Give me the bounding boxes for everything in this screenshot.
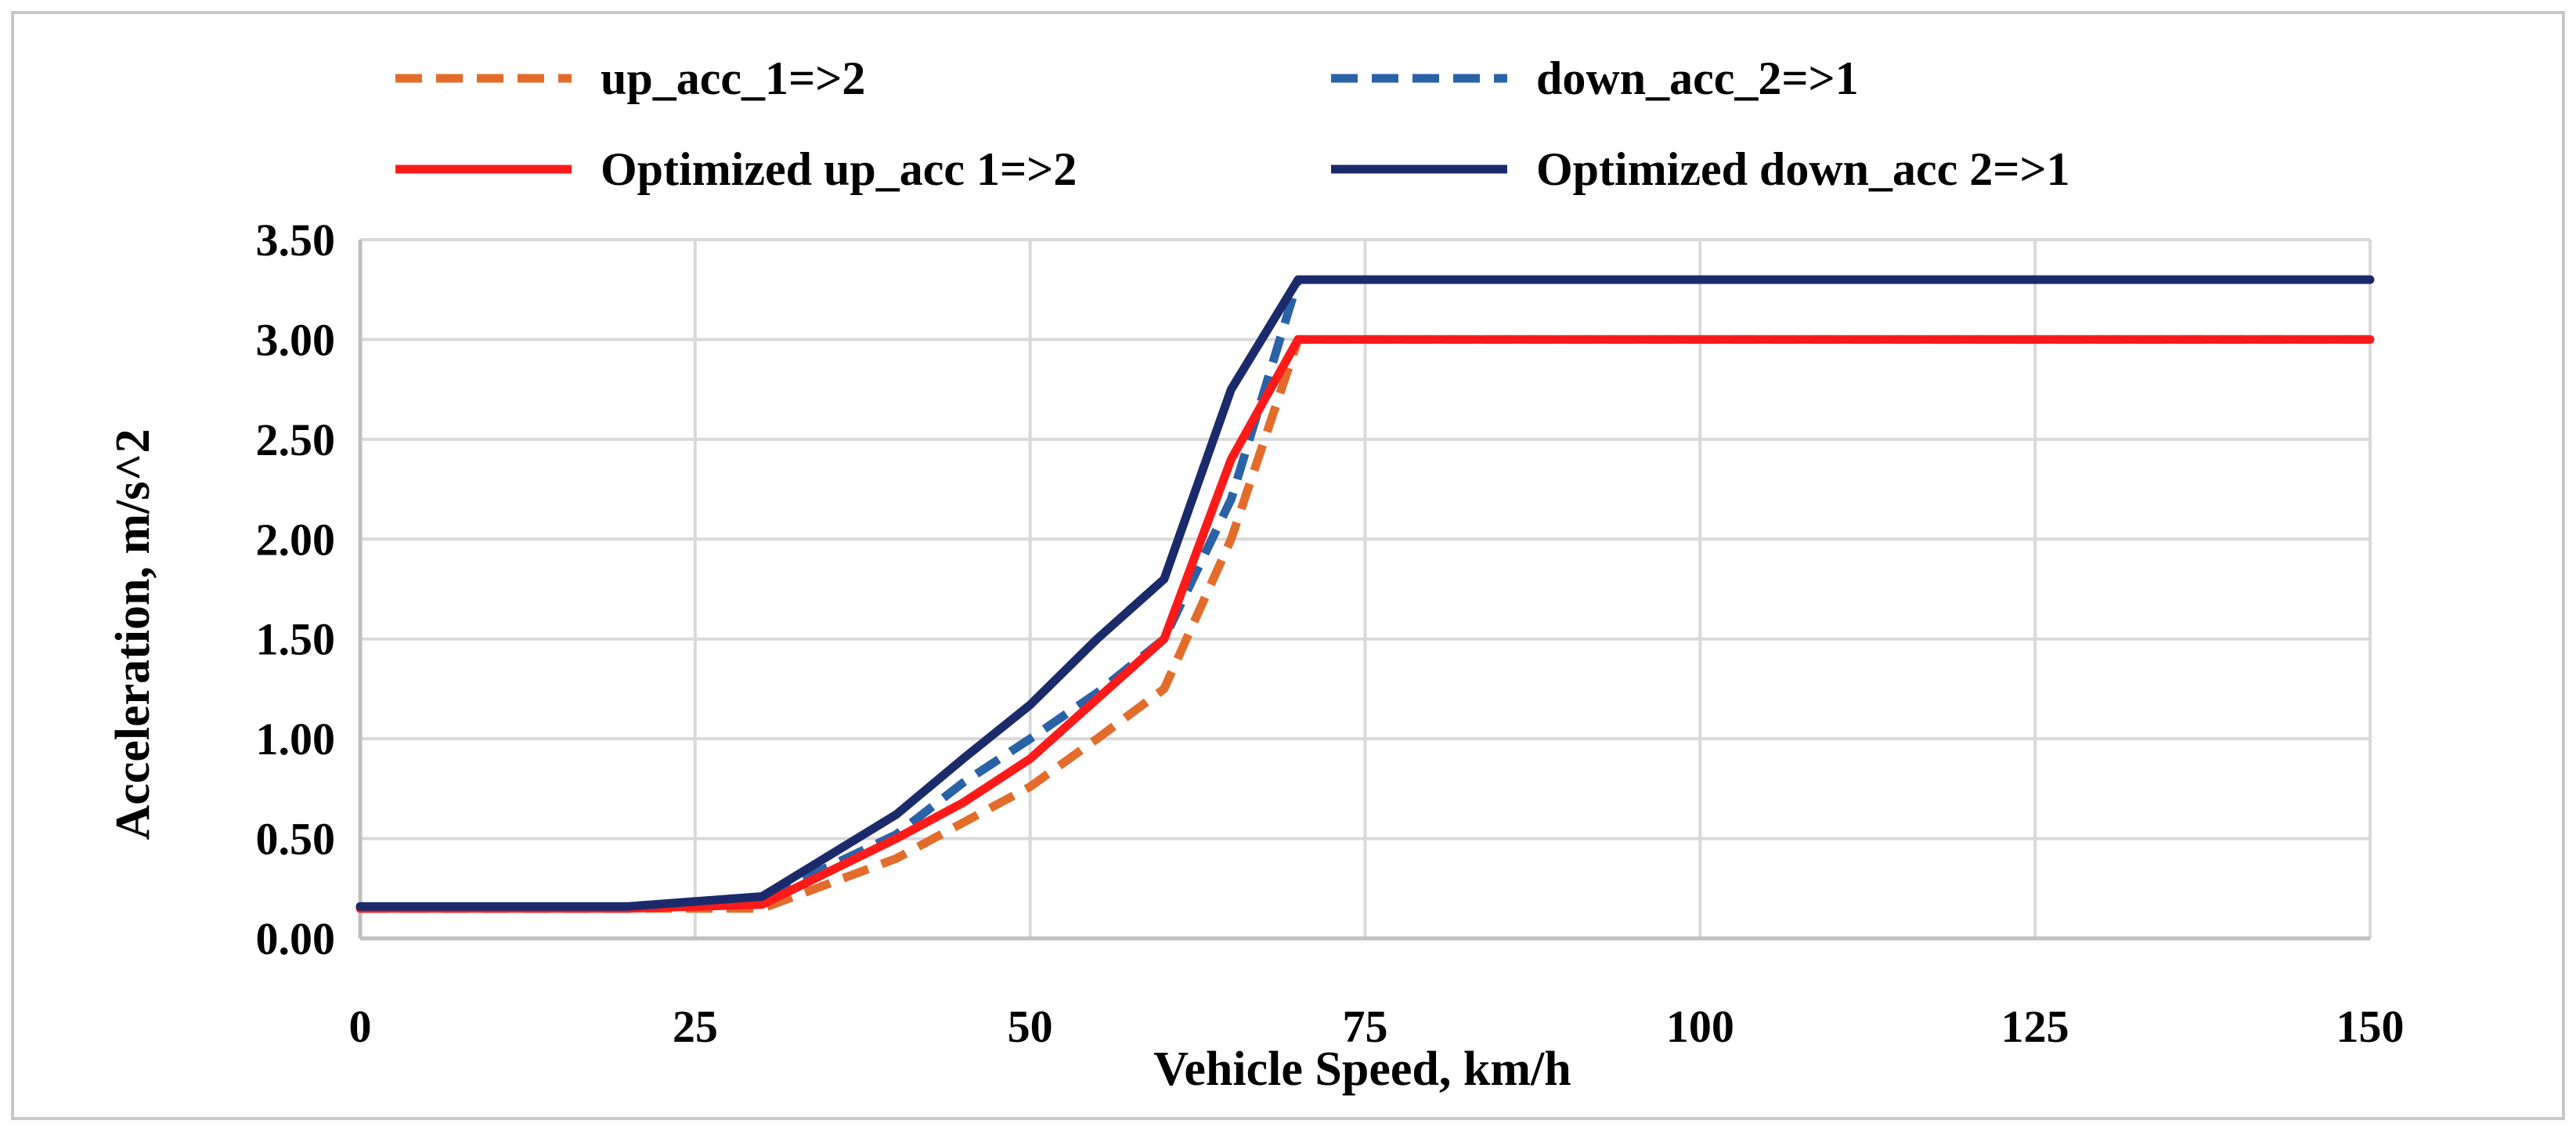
- axes: [358, 240, 2370, 941]
- y-tick-label: 0.00: [256, 913, 336, 964]
- series-line: [355, 275, 2375, 911]
- y-tick-label: 2.50: [256, 414, 336, 465]
- x-tick-label: 125: [2001, 1001, 2069, 1052]
- x-tick-label: 25: [673, 1001, 718, 1052]
- y-tick-label: 3.00: [256, 314, 336, 365]
- tick-labels: 0.00 0.50 1.00 1.50 2.00 2.50 3.00 3.50 0 25 50 75 1…: [256, 215, 2405, 1052]
- y-tick-label: 2.00: [256, 514, 336, 565]
- chart-frame: [11, 11, 2565, 1120]
- y-tick-label: 0.50: [256, 814, 336, 865]
- legend-label: Optimized up_acc 1=>2: [601, 143, 1077, 195]
- legend-label: Optimized down_acc 2=>1: [1536, 143, 2070, 195]
- legend-label: up_acc_1=>2: [601, 52, 865, 104]
- y-tick-label: 1.00: [256, 714, 336, 764]
- y-axis-title: Acceleration, m/s^2: [106, 429, 160, 840]
- series-lines: [355, 275, 2375, 913]
- legend: up_acc_1=>2 down_acc_2=>1 Optimized up_acc…: [395, 52, 2070, 195]
- x-tick-label: 100: [1666, 1001, 1734, 1052]
- legend-label: down_acc_2=>1: [1536, 52, 1859, 104]
- x-axis-title: Vehicle Speed, km/h: [1153, 1043, 1571, 1096]
- x-tick-label: 50: [1008, 1001, 1053, 1052]
- y-tick-label: 3.50: [256, 215, 336, 266]
- x-tick-label: 0: [349, 1001, 372, 1052]
- x-tick-label: 75: [1343, 1001, 1388, 1052]
- y-tick-label: 1.50: [256, 614, 336, 665]
- x-tick-label: 150: [2336, 1001, 2405, 1052]
